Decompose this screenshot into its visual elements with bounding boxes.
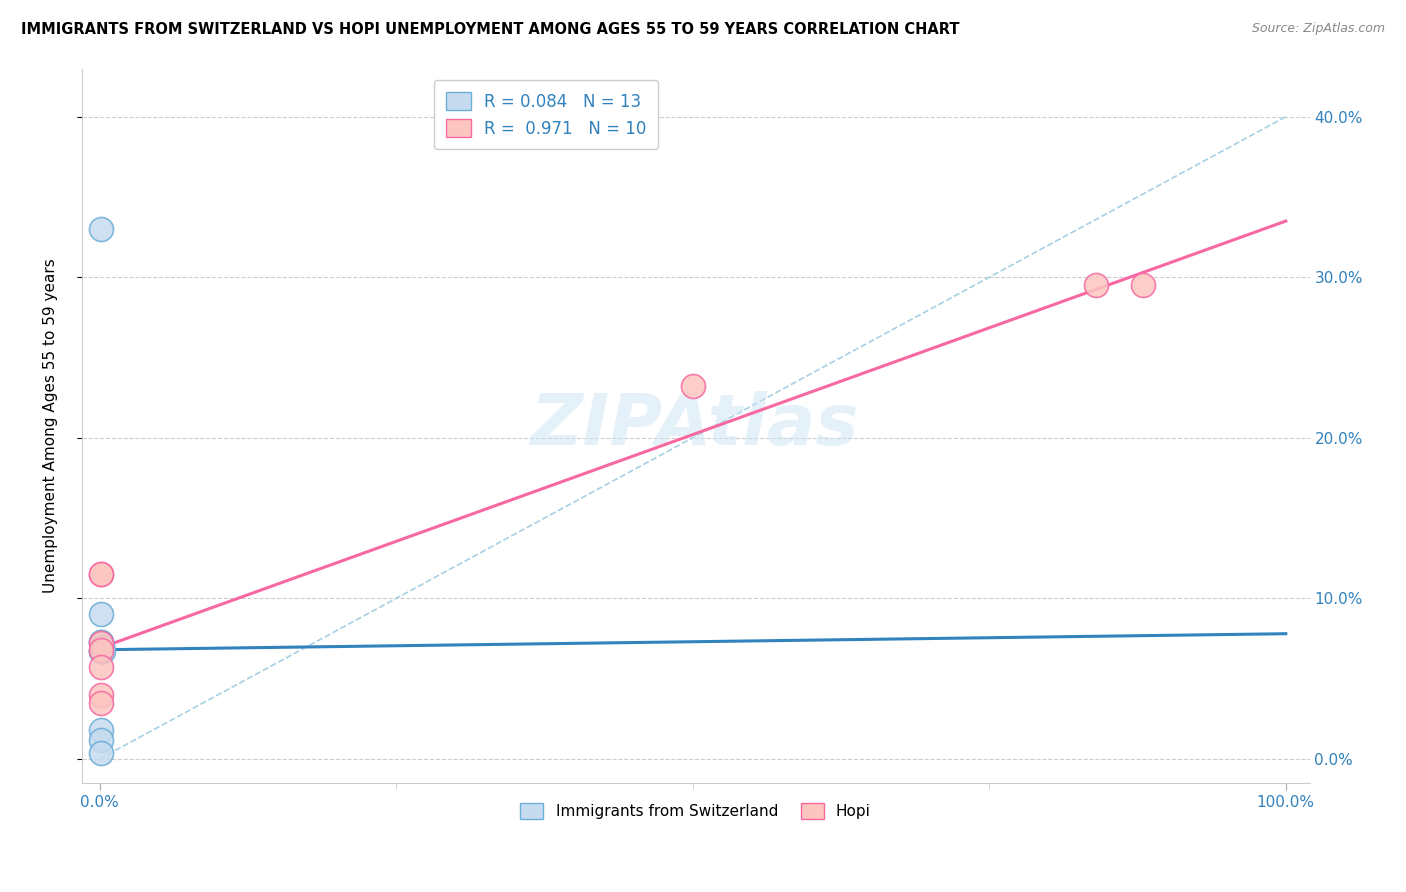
Point bbox=[90, 634, 112, 648]
Point bbox=[90, 644, 112, 658]
Point bbox=[90, 640, 112, 654]
Point bbox=[682, 379, 704, 393]
Point bbox=[1085, 278, 1108, 293]
Point bbox=[91, 644, 114, 658]
Point bbox=[90, 636, 112, 650]
Point bbox=[90, 732, 112, 747]
Text: Source: ZipAtlas.com: Source: ZipAtlas.com bbox=[1251, 22, 1385, 36]
Point bbox=[90, 644, 112, 658]
Point bbox=[1132, 278, 1154, 293]
Point bbox=[90, 688, 112, 702]
Text: IMMIGRANTS FROM SWITZERLAND VS HOPI UNEMPLOYMENT AMONG AGES 55 TO 59 YEARS CORRE: IMMIGRANTS FROM SWITZERLAND VS HOPI UNEM… bbox=[21, 22, 959, 37]
Point bbox=[90, 746, 112, 760]
Point bbox=[90, 567, 112, 582]
Point bbox=[90, 567, 112, 582]
Point bbox=[90, 222, 112, 236]
Point bbox=[90, 644, 112, 658]
Y-axis label: Unemployment Among Ages 55 to 59 years: Unemployment Among Ages 55 to 59 years bbox=[44, 259, 58, 593]
Point bbox=[90, 634, 112, 648]
Point bbox=[90, 660, 112, 674]
Point bbox=[90, 723, 112, 737]
Legend: Immigrants from Switzerland, Hopi: Immigrants from Switzerland, Hopi bbox=[515, 797, 877, 825]
Point bbox=[90, 696, 112, 710]
Text: ZIPAtlas: ZIPAtlas bbox=[531, 392, 860, 460]
Point bbox=[90, 644, 112, 658]
Point bbox=[90, 607, 112, 622]
Point bbox=[90, 642, 112, 657]
